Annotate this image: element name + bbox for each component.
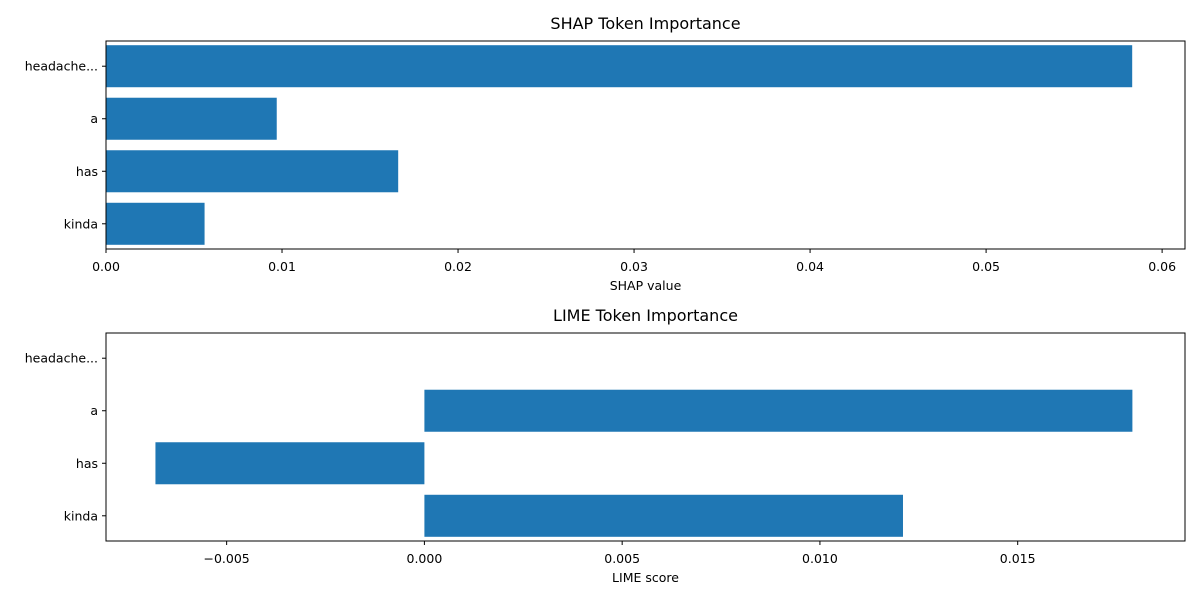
lime-chart: LIME Token Importance −0.005 0.000 0.005 0.… [25, 306, 1186, 585]
shap-x-tick-label: 0.03 [620, 259, 648, 274]
lime-x-ticks: −0.005 0.000 0.005 0.010 0.015 [204, 541, 1036, 566]
shap-y-tick-label: has [76, 164, 98, 179]
lime-bar-kinda [424, 494, 903, 537]
shap-x-tick-label: 0.05 [972, 259, 1000, 274]
lime-x-axis-label: LIME score [612, 570, 679, 585]
shap-x-ticks: 0.00 0.01 0.02 0.03 0.04 0.05 0.06 [92, 249, 1176, 274]
lime-x-tick-label: 0.000 [407, 551, 443, 566]
lime-plot-frame [105, 332, 1186, 542]
shap-x-tick-label: 0.02 [444, 259, 472, 274]
shap-x-tick-label: 0.00 [92, 259, 120, 274]
shap-y-ticks: headache... a has kinda [25, 59, 106, 231]
lime-x-tick-label: 0.010 [802, 551, 838, 566]
shap-chart-title: SHAP Token Importance [550, 14, 740, 33]
shap-bar-a [106, 97, 277, 140]
lime-y-tick-label: kinda [64, 508, 98, 523]
lime-y-tick-label: has [76, 456, 98, 471]
shap-x-tick-label: 0.01 [268, 259, 296, 274]
lime-x-tick-label: 0.015 [1000, 551, 1036, 566]
lime-bar-a [424, 389, 1133, 432]
lime-y-ticks: headache... a has kinda [25, 351, 106, 523]
shap-y-tick-label: kinda [64, 216, 98, 231]
shap-bar-has [106, 150, 399, 193]
lime-x-tick-label: 0.005 [604, 551, 640, 566]
shap-y-tick-label: headache... [25, 59, 98, 74]
lime-y-tick-label: headache... [25, 351, 98, 366]
lime-x-tick-label: −0.005 [204, 551, 250, 566]
lime-bar-has [155, 442, 425, 485]
shap-bars [106, 45, 1133, 245]
shap-x-axis-label: SHAP value [610, 278, 682, 293]
shap-x-tick-label: 0.06 [1148, 259, 1176, 274]
shap-y-tick-label: a [90, 111, 98, 126]
lime-chart-title: LIME Token Importance [553, 306, 738, 325]
shap-bar-kinda [106, 202, 205, 245]
lime-y-tick-label: a [90, 403, 98, 418]
lime-bars [155, 389, 1133, 537]
shap-bar-headache [106, 45, 1133, 88]
shap-chart: SHAP Token Importance 0.00 0.01 0.02 0.03 0.… [25, 14, 1186, 293]
shap-x-tick-label: 0.04 [796, 259, 824, 274]
shap-plot-frame [105, 40, 1186, 250]
